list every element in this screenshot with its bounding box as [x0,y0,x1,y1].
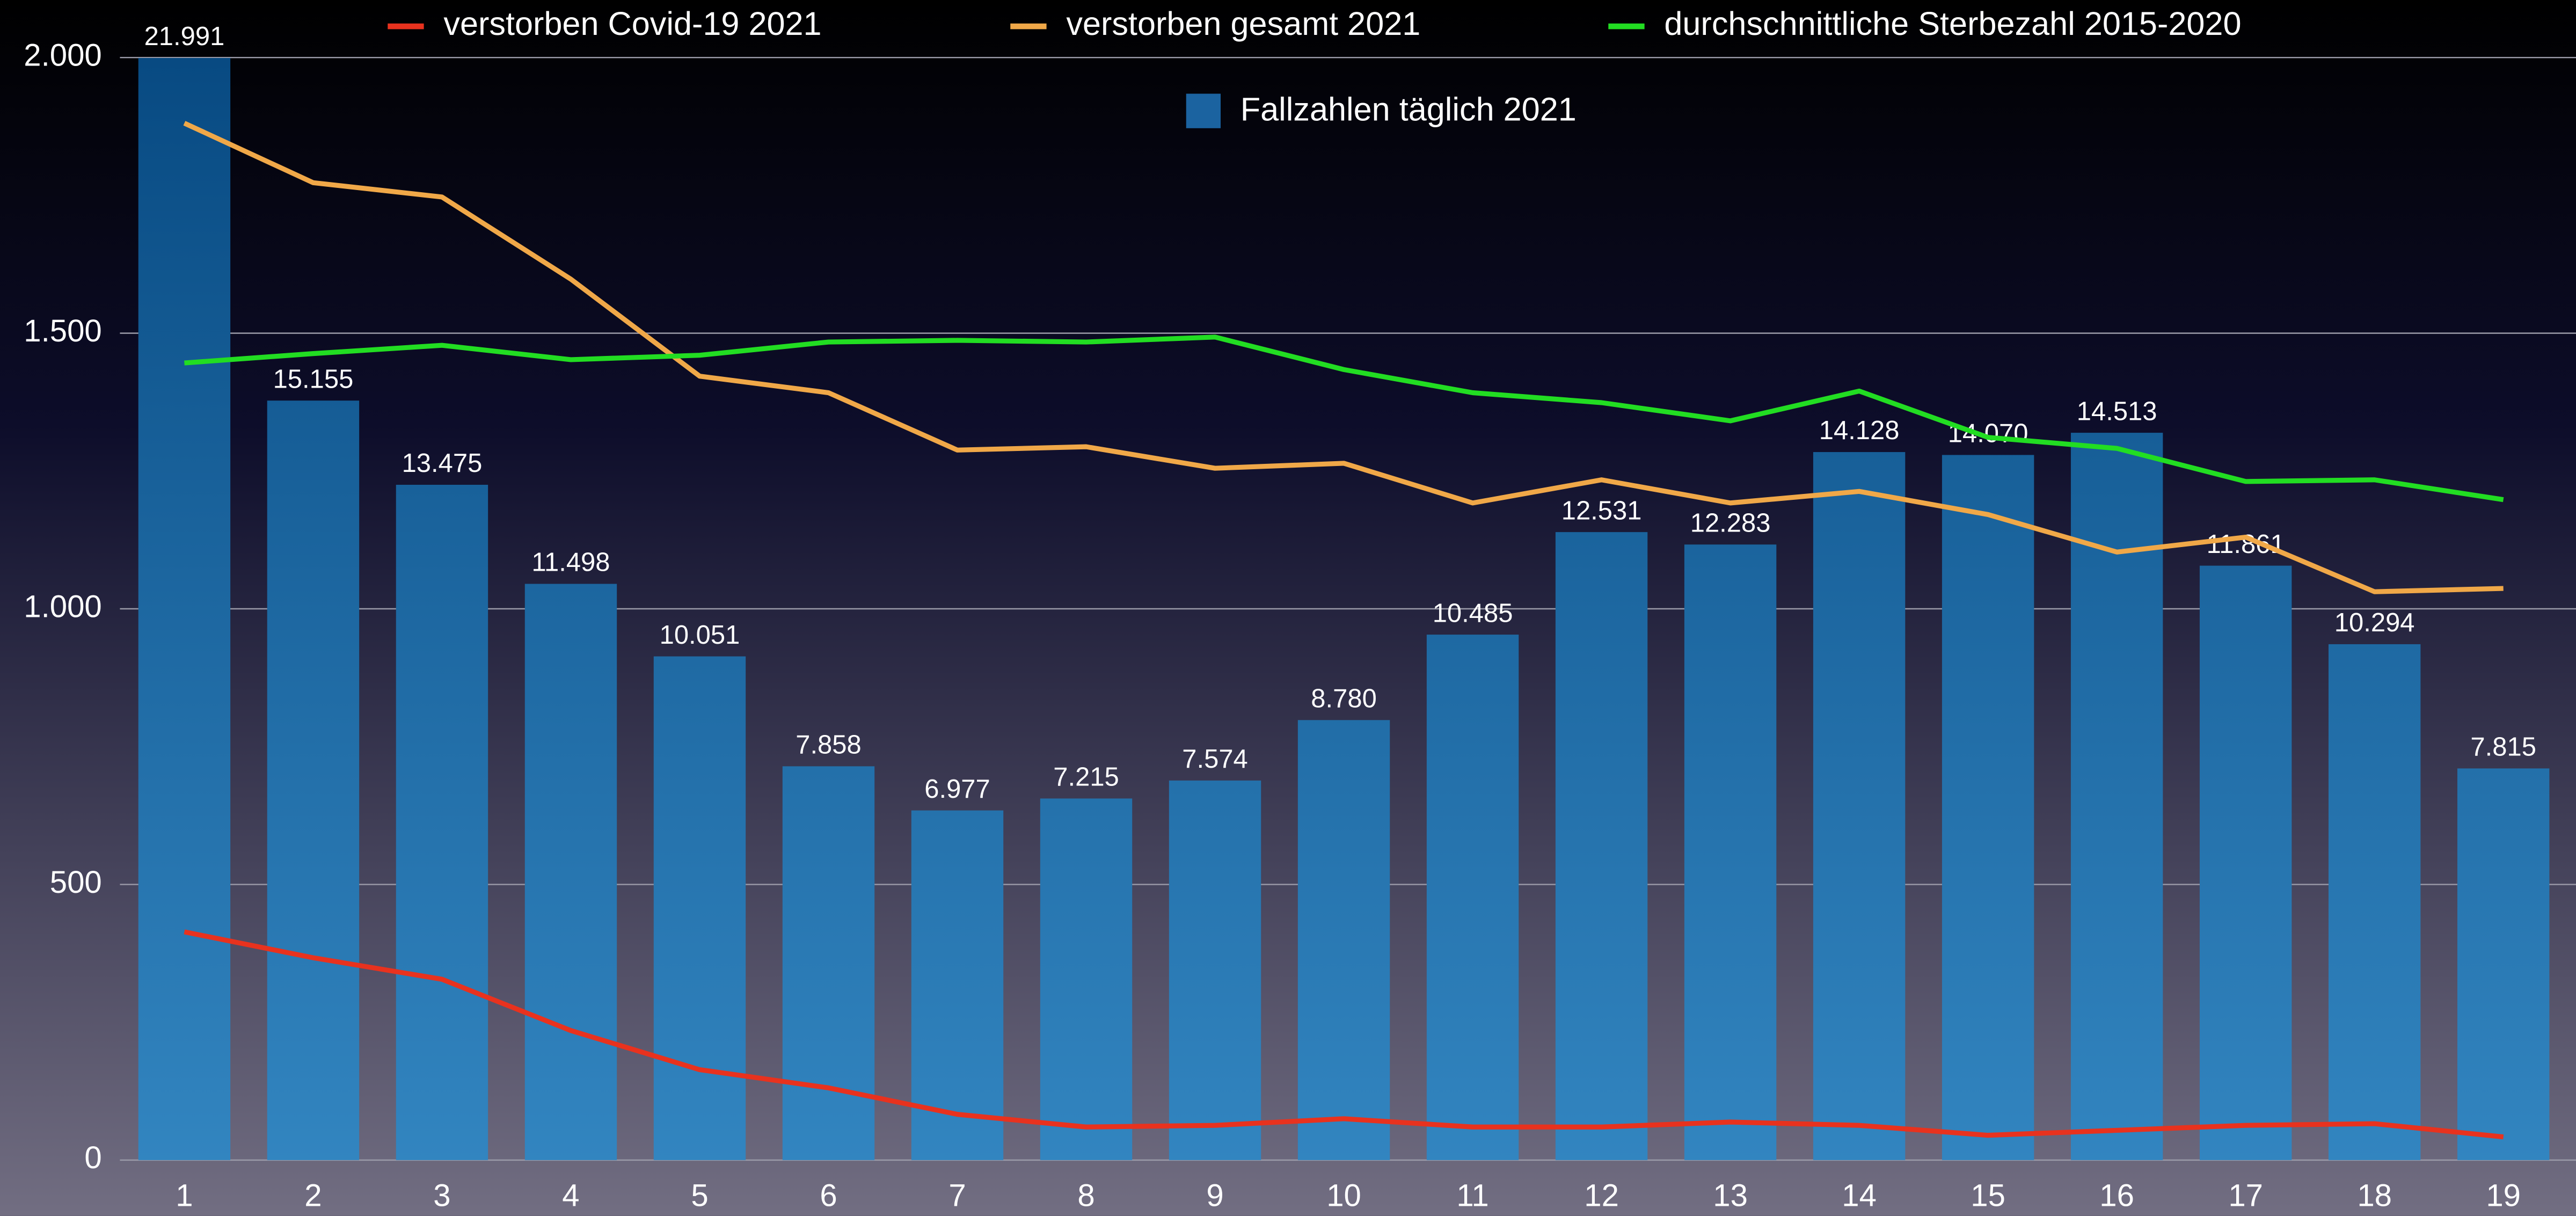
bar [2457,768,2550,1160]
bar [1813,452,1906,1160]
data-label: 10.485 [1433,599,1513,628]
x-tick-label: 6 [820,1178,837,1213]
data-label: 10.051 [660,621,740,650]
bar [653,656,746,1160]
x-tick-label: 17 [2228,1178,2263,1213]
x-tick-label: 2 [304,1178,322,1213]
x-tick-label: 7 [948,1178,966,1213]
data-label: 11.861 [2207,530,2285,559]
data-label: 7.858 [796,731,862,760]
data-label: 12.283 [1690,508,1771,537]
data-label: 12.531 [1561,496,1642,525]
legend-label: Fallzahlen täglich 2021 [1240,91,1577,127]
bar [1169,780,1261,1160]
line [184,334,2504,503]
line [184,929,2504,1140]
y-tick-label: 500 [50,865,102,900]
data-label: 14.513 [2077,397,2157,426]
legend-label: verstorben gesamt 2021 [1066,5,1420,42]
x-tick-label: 9 [1206,1178,1223,1213]
x-tick-label: 13 [1713,1178,1748,1213]
data-label: 10.294 [2334,608,2415,637]
x-tick-label: 19 [2486,1178,2521,1213]
bar [782,766,875,1160]
data-label: 11.498 [531,548,610,577]
x-tick-label: 10 [1326,1178,1361,1213]
legend-label: verstorben Covid-19 2021 [443,5,821,42]
bar [2328,644,2421,1160]
y-tick-label: 0 [84,1140,101,1175]
data-label: 8.780 [1311,684,1377,713]
x-tick-label: 8 [1077,1178,1094,1213]
data-label: 6.977 [924,775,990,804]
bar [911,810,1004,1160]
bar [524,584,617,1160]
x-tick-label: 4 [562,1178,579,1213]
bar [1426,635,1519,1160]
data-label: 15.155 [273,365,354,394]
bar [1684,544,1777,1160]
x-tick-label: 3 [433,1178,450,1213]
legend-label: durchschnittliche Sterbezahl 2015-2020 [1664,5,2241,42]
data-label: 14.070 [1948,419,2028,448]
x-tick-label: 1 [176,1178,193,1213]
x-tick-label: 18 [2357,1178,2392,1213]
bar [1555,532,1648,1160]
data-label: 7.215 [1053,763,1119,792]
x-tick-label: 11 [1456,1178,1488,1213]
x-tick-label: 14 [1842,1178,1877,1213]
data-label: 7.574 [1182,745,1248,774]
bar [1942,455,2034,1160]
legend-swatch [1186,93,1221,128]
bar [1040,798,1133,1160]
data-label: 14.128 [1819,416,1900,445]
x-tick-label: 5 [691,1178,708,1213]
x-tick-label: 12 [1584,1178,1619,1213]
data-label: 13.475 [402,449,483,478]
bar [1297,720,1390,1160]
data-label: 7.815 [2470,733,2536,762]
data-label: 21.991 [144,22,225,51]
y-tick-label: 2.000 [24,38,102,73]
y-tick-label: 1.500 [24,314,102,348]
bar [396,484,488,1160]
bar [138,58,231,1160]
bar [2199,565,2292,1160]
line [183,121,2504,594]
y-tick-label: 1.000 [24,589,102,624]
x-tick-label: 15 [1971,1178,2005,1213]
bar [267,401,360,1160]
x-tick-label: 16 [2099,1178,2134,1213]
